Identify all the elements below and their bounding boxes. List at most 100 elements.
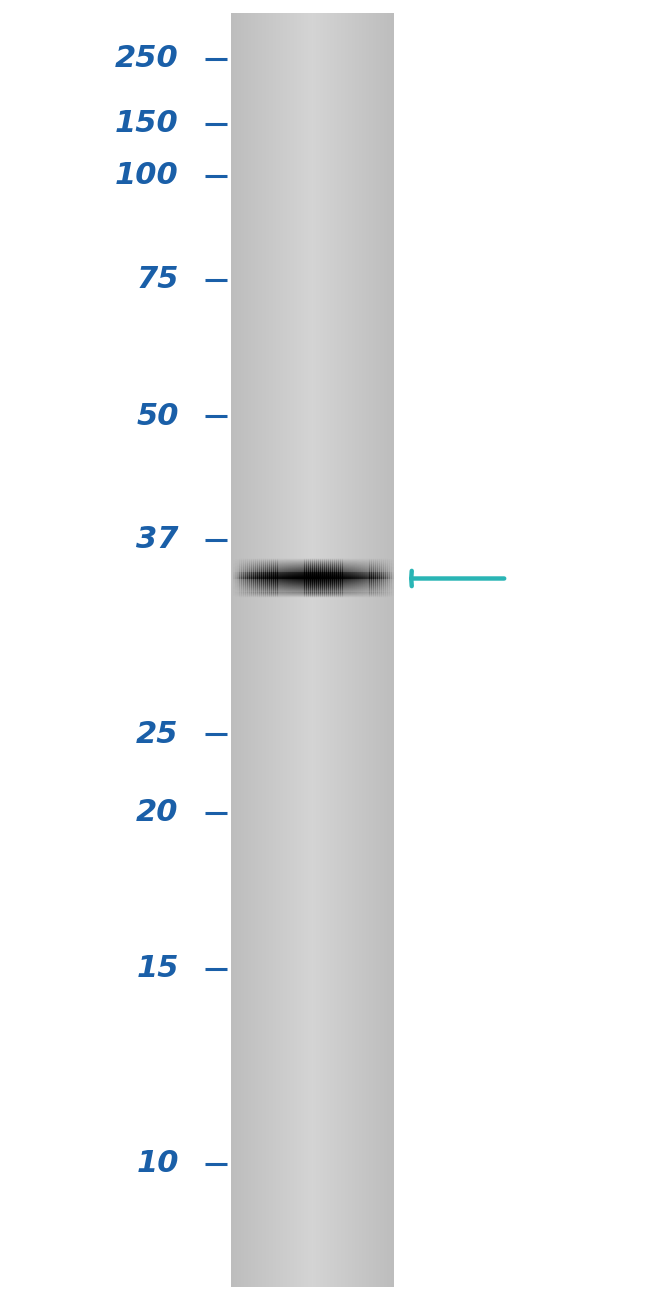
- Bar: [363, 13, 364, 1287]
- Bar: [360, 13, 361, 1287]
- Bar: [274, 13, 276, 1287]
- Bar: [245, 13, 246, 1287]
- Bar: [323, 13, 324, 1287]
- Bar: [307, 13, 309, 1287]
- Bar: [274, 13, 275, 1287]
- Bar: [259, 13, 261, 1287]
- Bar: [385, 13, 386, 1287]
- Bar: [234, 13, 235, 1287]
- Bar: [237, 13, 239, 1287]
- Bar: [269, 13, 270, 1287]
- Bar: [346, 13, 348, 1287]
- Bar: [287, 13, 288, 1287]
- Bar: [233, 13, 235, 1287]
- Bar: [328, 13, 330, 1287]
- Bar: [382, 13, 384, 1287]
- Bar: [266, 13, 268, 1287]
- Text: 15: 15: [136, 954, 179, 983]
- Bar: [365, 13, 367, 1287]
- Bar: [326, 13, 328, 1287]
- Bar: [322, 13, 324, 1287]
- Bar: [240, 13, 242, 1287]
- Bar: [298, 13, 299, 1287]
- Bar: [232, 13, 233, 1287]
- Bar: [329, 13, 330, 1287]
- Bar: [367, 13, 369, 1287]
- Text: 100: 100: [115, 161, 179, 190]
- Bar: [384, 13, 385, 1287]
- Bar: [362, 13, 363, 1287]
- Bar: [388, 13, 389, 1287]
- Bar: [382, 13, 383, 1287]
- Bar: [307, 13, 308, 1287]
- Bar: [331, 13, 332, 1287]
- Bar: [374, 13, 376, 1287]
- Bar: [262, 13, 263, 1287]
- Bar: [289, 13, 291, 1287]
- Bar: [316, 13, 317, 1287]
- Bar: [333, 13, 334, 1287]
- Bar: [302, 13, 304, 1287]
- Bar: [278, 13, 279, 1287]
- Bar: [311, 13, 313, 1287]
- Bar: [292, 13, 293, 1287]
- Bar: [244, 13, 245, 1287]
- Bar: [359, 13, 361, 1287]
- Bar: [320, 13, 322, 1287]
- Bar: [317, 13, 318, 1287]
- Bar: [313, 13, 315, 1287]
- Bar: [265, 13, 266, 1287]
- Bar: [231, 13, 233, 1287]
- Bar: [337, 13, 339, 1287]
- Bar: [282, 13, 283, 1287]
- Bar: [270, 13, 272, 1287]
- Bar: [252, 13, 253, 1287]
- Bar: [375, 13, 376, 1287]
- Bar: [318, 13, 319, 1287]
- Bar: [306, 13, 307, 1287]
- Bar: [275, 13, 276, 1287]
- Bar: [379, 13, 380, 1287]
- Bar: [383, 13, 384, 1287]
- Bar: [315, 13, 317, 1287]
- Bar: [242, 13, 243, 1287]
- Bar: [345, 13, 346, 1287]
- Bar: [391, 13, 393, 1287]
- Bar: [365, 13, 367, 1287]
- Bar: [387, 13, 389, 1287]
- Bar: [256, 13, 257, 1287]
- Bar: [258, 13, 259, 1287]
- Bar: [369, 13, 370, 1287]
- Text: 75: 75: [136, 265, 179, 294]
- Bar: [296, 13, 298, 1287]
- Bar: [340, 13, 341, 1287]
- Bar: [281, 13, 283, 1287]
- Bar: [312, 13, 313, 1287]
- Bar: [284, 13, 285, 1287]
- Bar: [291, 13, 292, 1287]
- Bar: [287, 13, 289, 1287]
- Bar: [393, 13, 394, 1287]
- Bar: [339, 13, 340, 1287]
- Bar: [266, 13, 267, 1287]
- Bar: [257, 13, 259, 1287]
- Bar: [317, 13, 318, 1287]
- Bar: [299, 13, 300, 1287]
- Text: 250: 250: [115, 44, 179, 73]
- Bar: [246, 13, 248, 1287]
- Bar: [358, 13, 359, 1287]
- Bar: [335, 13, 337, 1287]
- Bar: [302, 13, 303, 1287]
- Text: 50: 50: [136, 402, 179, 430]
- Bar: [263, 13, 264, 1287]
- Bar: [231, 13, 232, 1287]
- Bar: [380, 13, 382, 1287]
- Bar: [251, 13, 252, 1287]
- Bar: [348, 13, 349, 1287]
- Bar: [304, 13, 306, 1287]
- Bar: [336, 13, 337, 1287]
- Bar: [328, 13, 329, 1287]
- Bar: [355, 13, 356, 1287]
- Bar: [290, 13, 291, 1287]
- Bar: [346, 13, 347, 1287]
